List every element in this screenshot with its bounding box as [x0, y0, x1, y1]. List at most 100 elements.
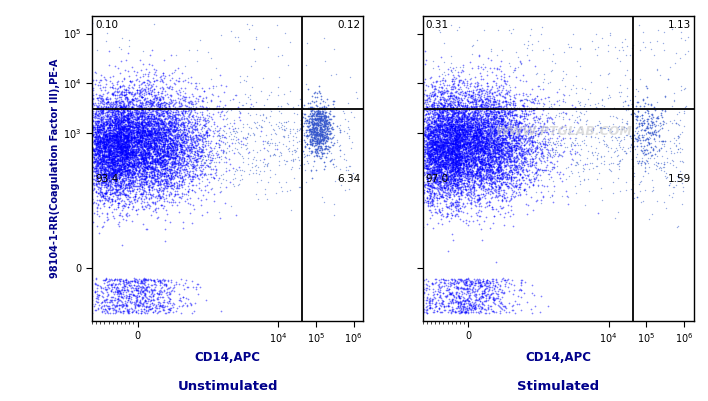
Point: [308, 135, 319, 142]
Point: [122, 286, 133, 293]
Point: [299, 151, 310, 157]
Point: [634, 103, 645, 109]
Point: [373, 137, 384, 144]
Point: [178, 156, 189, 162]
Point: [484, 294, 495, 301]
Point: [157, 79, 169, 85]
Point: [495, 115, 506, 121]
Point: [161, 128, 173, 134]
Point: [139, 192, 151, 199]
Point: [495, 147, 506, 154]
Point: [114, 288, 125, 295]
Point: [442, 138, 454, 145]
Point: [463, 111, 474, 117]
Point: [411, 139, 423, 145]
Point: [135, 101, 147, 108]
Point: [98, 156, 109, 162]
Point: [454, 126, 465, 132]
Point: [55, 150, 66, 156]
Point: [421, 104, 433, 111]
Point: [473, 163, 484, 170]
Point: [462, 156, 473, 162]
Point: [122, 162, 134, 169]
Point: [113, 128, 125, 134]
Point: [314, 119, 326, 126]
Point: [103, 137, 114, 144]
Point: [509, 182, 520, 189]
Point: [436, 77, 447, 84]
Point: [469, 115, 480, 121]
Point: [469, 147, 480, 153]
Point: [416, 152, 428, 158]
Point: [94, 171, 105, 177]
Point: [150, 77, 161, 83]
Point: [81, 166, 93, 172]
Point: [448, 137, 459, 143]
Point: [466, 139, 477, 145]
Point: [87, 150, 98, 157]
Point: [101, 188, 112, 194]
Point: [104, 160, 115, 166]
Point: [537, 148, 548, 154]
Point: [197, 98, 208, 105]
Point: [131, 139, 142, 146]
Point: [427, 111, 438, 117]
Point: [108, 115, 120, 122]
Point: [183, 170, 195, 177]
Point: [420, 141, 431, 148]
Point: [115, 147, 127, 154]
Point: [447, 143, 459, 149]
Point: [80, 153, 91, 159]
Point: [302, 132, 313, 138]
Point: [462, 286, 474, 293]
Point: [138, 135, 149, 142]
Point: [155, 130, 166, 136]
Point: [636, 132, 648, 138]
Point: [436, 169, 447, 176]
Point: [188, 162, 199, 169]
Point: [146, 127, 157, 134]
Point: [113, 150, 125, 156]
Point: [96, 138, 107, 144]
Point: [47, 135, 59, 142]
Point: [523, 42, 534, 48]
Point: [91, 167, 102, 173]
Point: [149, 149, 161, 155]
Point: [494, 192, 506, 198]
Point: [427, 137, 438, 143]
Point: [117, 105, 128, 111]
Point: [142, 105, 154, 112]
Point: [121, 135, 132, 141]
Point: [416, 116, 428, 122]
Point: [79, 184, 91, 190]
Point: [617, 144, 629, 150]
Point: [479, 168, 490, 174]
Point: [142, 166, 154, 172]
Point: [433, 141, 444, 148]
Point: [135, 103, 147, 110]
Point: [156, 143, 167, 150]
Point: [462, 124, 474, 130]
Point: [454, 279, 465, 286]
Point: [532, 167, 543, 174]
Point: [117, 131, 128, 138]
Point: [464, 286, 475, 292]
Point: [607, 190, 619, 196]
Point: [561, 126, 572, 132]
Point: [159, 143, 170, 150]
Point: [93, 181, 105, 187]
Point: [177, 110, 188, 117]
Point: [464, 130, 475, 137]
Point: [178, 158, 190, 164]
Point: [139, 148, 151, 154]
Point: [441, 161, 452, 168]
Point: [104, 135, 115, 142]
Point: [115, 116, 127, 122]
Point: [579, 202, 590, 209]
Point: [123, 141, 135, 148]
Point: [124, 181, 135, 187]
Point: [420, 91, 431, 98]
Point: [474, 129, 486, 136]
Point: [203, 126, 215, 132]
Point: [506, 135, 518, 141]
